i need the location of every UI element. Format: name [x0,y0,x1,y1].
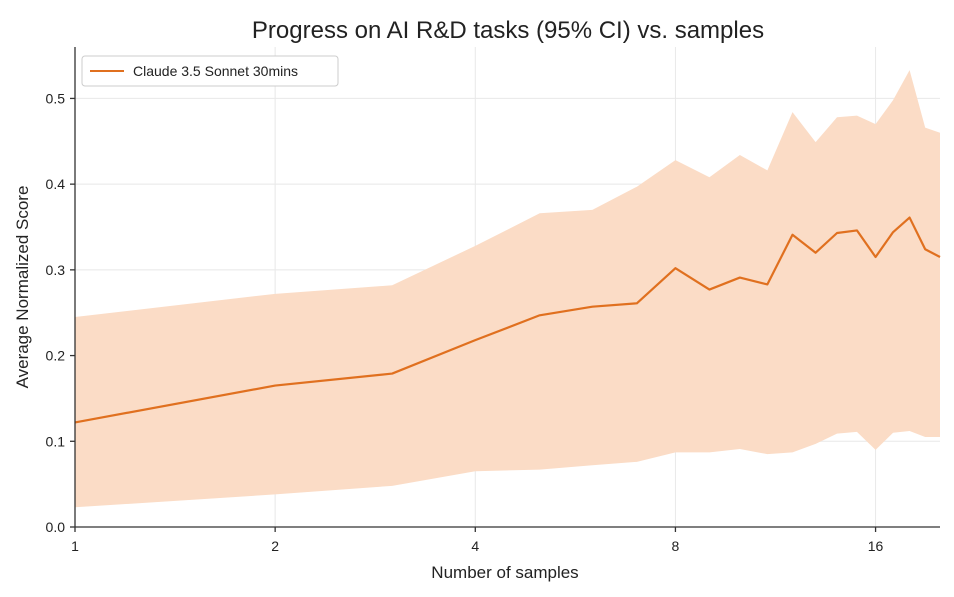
x-tick-label: 8 [672,538,680,554]
y-axis-label: Average Normalized Score [13,186,32,389]
ci-band [75,70,940,507]
y-tick-label: 0.1 [46,433,66,449]
x-tick-label: 1 [71,538,79,554]
y-tick-label: 0.3 [46,262,66,278]
x-tick-label: 16 [868,538,884,554]
y-tick-label: 0.2 [46,348,66,364]
x-axis-label: Number of samples [431,563,578,582]
chart-title: Progress on AI R&D tasks (95% CI) vs. sa… [252,17,764,44]
y-tick-label: 0.4 [46,176,66,192]
confidence-band [75,70,940,507]
x-tick-label: 2 [271,538,279,554]
x-tick-label: 4 [471,538,479,554]
legend: Claude 3.5 Sonnet 30mins [82,56,338,86]
legend-label: Claude 3.5 Sonnet 30mins [133,63,298,79]
y-tick-label: 0.5 [46,90,66,106]
y-tick-label: 0.0 [46,519,66,535]
